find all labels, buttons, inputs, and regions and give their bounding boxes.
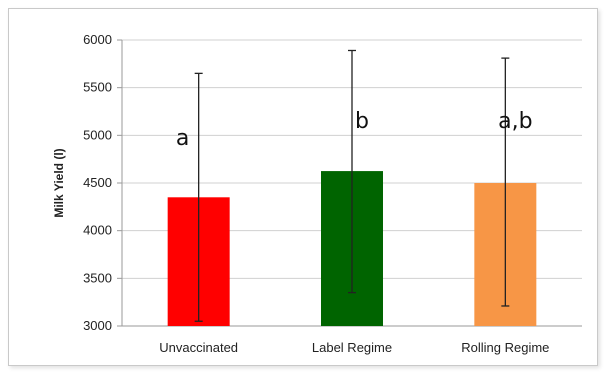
y-tick-label: 3000 xyxy=(83,318,112,333)
y-axis-label: Milk Yield (l) xyxy=(52,148,66,217)
y-tick-label: 4500 xyxy=(83,175,112,190)
x-tick-labels: Unvaccinated Label Regime Rolling Regime xyxy=(159,340,549,355)
x-tick-label: Unvaccinated xyxy=(159,340,238,355)
x-tick-label: Rolling Regime xyxy=(461,340,549,355)
x-tick-label: Label Regime xyxy=(312,340,392,355)
y-tick-labels: 3000 3500 4000 4500 5000 5500 6000 xyxy=(83,32,112,333)
significance-label: a,b xyxy=(498,109,532,134)
y-tick-label: 4000 xyxy=(83,223,112,238)
significance-label: b xyxy=(355,109,369,134)
y-tick-label: 6000 xyxy=(83,32,112,47)
y-tick-label: 3500 xyxy=(83,270,112,285)
y-tick-label: 5000 xyxy=(83,127,112,142)
significance-label: a xyxy=(176,126,189,151)
y-tick-label: 5500 xyxy=(83,80,112,95)
significance-labels: a b a,b xyxy=(176,109,533,151)
error-bars xyxy=(194,49,510,322)
